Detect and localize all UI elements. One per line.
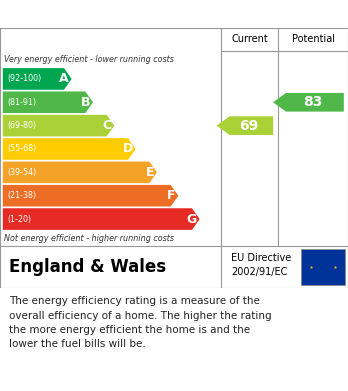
Text: G: G xyxy=(187,213,197,226)
Polygon shape xyxy=(216,116,273,135)
Polygon shape xyxy=(3,208,200,230)
Polygon shape xyxy=(3,115,114,136)
Text: B: B xyxy=(81,96,90,109)
Text: Not energy efficient - higher running costs: Not energy efficient - higher running co… xyxy=(4,234,174,243)
Text: 69: 69 xyxy=(239,118,259,133)
Text: Energy Efficiency Rating: Energy Efficiency Rating xyxy=(9,7,211,22)
Text: (21-38): (21-38) xyxy=(7,191,37,200)
Text: (55-68): (55-68) xyxy=(7,145,37,154)
Text: F: F xyxy=(167,189,175,202)
Text: Very energy efficient - lower running costs: Very energy efficient - lower running co… xyxy=(4,55,174,64)
Text: (39-54): (39-54) xyxy=(7,168,37,177)
Text: The energy efficiency rating is a measure of the
overall efficiency of a home. T: The energy efficiency rating is a measur… xyxy=(9,296,271,350)
Polygon shape xyxy=(3,185,178,206)
Polygon shape xyxy=(3,68,72,90)
Text: 83: 83 xyxy=(303,95,322,109)
Text: E: E xyxy=(146,166,154,179)
Text: D: D xyxy=(122,142,133,156)
Text: C: C xyxy=(102,119,111,132)
Polygon shape xyxy=(3,161,157,183)
Text: (69-80): (69-80) xyxy=(7,121,37,130)
Bar xyxy=(301,249,345,285)
Text: England & Wales: England & Wales xyxy=(9,258,166,276)
Text: EU Directive
2002/91/EC: EU Directive 2002/91/EC xyxy=(231,253,292,276)
Text: (1-20): (1-20) xyxy=(7,215,31,224)
Text: Potential: Potential xyxy=(292,34,335,45)
Polygon shape xyxy=(3,91,93,113)
Text: (92-100): (92-100) xyxy=(7,74,41,83)
Polygon shape xyxy=(273,93,344,111)
Text: A: A xyxy=(59,72,69,85)
Polygon shape xyxy=(3,138,136,160)
Text: (81-91): (81-91) xyxy=(7,98,37,107)
Text: Current: Current xyxy=(231,34,268,45)
